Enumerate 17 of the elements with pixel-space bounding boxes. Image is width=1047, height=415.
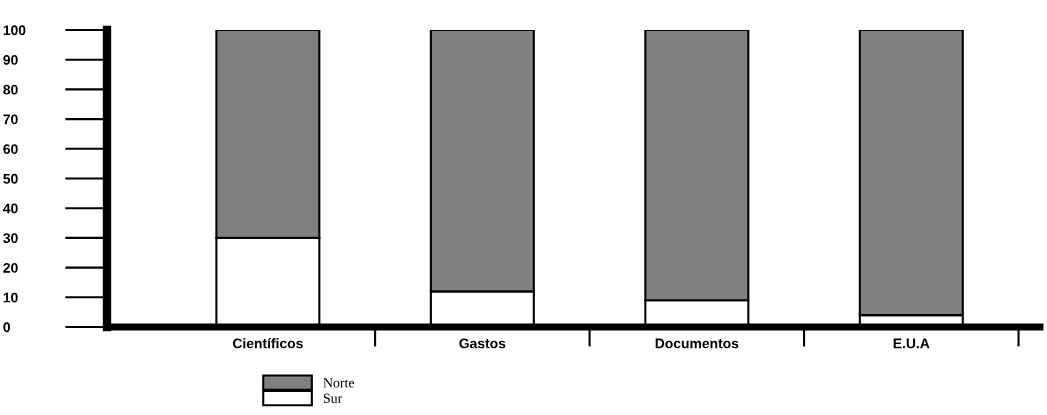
y-tick-label: 30 (3, 233, 18, 244)
x-tick-label: Documentos (655, 338, 739, 349)
y-tick-label: 80 (3, 84, 18, 95)
legend-label: Sur (323, 393, 343, 403)
y-tick-label: 10 (3, 292, 18, 303)
y-tick-label: 40 (3, 203, 18, 214)
legend-label: Norte (323, 378, 355, 388)
x-tick-label: Gastos (459, 338, 506, 349)
y-tick-label: 90 (3, 55, 18, 65)
y-tick-label: 100 (3, 25, 26, 36)
y-tick-label: 20 (3, 262, 18, 273)
x-tick-label: E.U.A (893, 338, 930, 349)
y-tick-label: 60 (3, 144, 18, 154)
y-tick-label: 50 (3, 173, 18, 184)
y-tick-label: 70 (3, 114, 18, 125)
y-tick-label: 0 (3, 322, 10, 333)
x-tick-label: Científicos (232, 337, 303, 349)
